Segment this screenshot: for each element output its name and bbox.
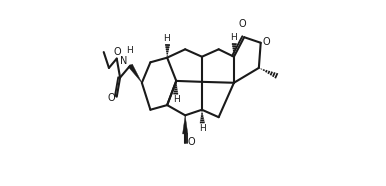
Polygon shape [128, 64, 142, 83]
Text: O: O [113, 47, 121, 57]
Text: H: H [173, 95, 179, 104]
Polygon shape [183, 115, 188, 134]
Text: H: H [230, 33, 237, 42]
Text: O: O [263, 37, 271, 47]
Text: H: H [126, 46, 133, 55]
Text: O: O [108, 93, 115, 103]
Text: O: O [239, 19, 247, 29]
Text: O: O [188, 137, 195, 147]
Text: H: H [199, 124, 206, 133]
Text: H: H [163, 34, 170, 43]
Text: N: N [120, 56, 127, 66]
